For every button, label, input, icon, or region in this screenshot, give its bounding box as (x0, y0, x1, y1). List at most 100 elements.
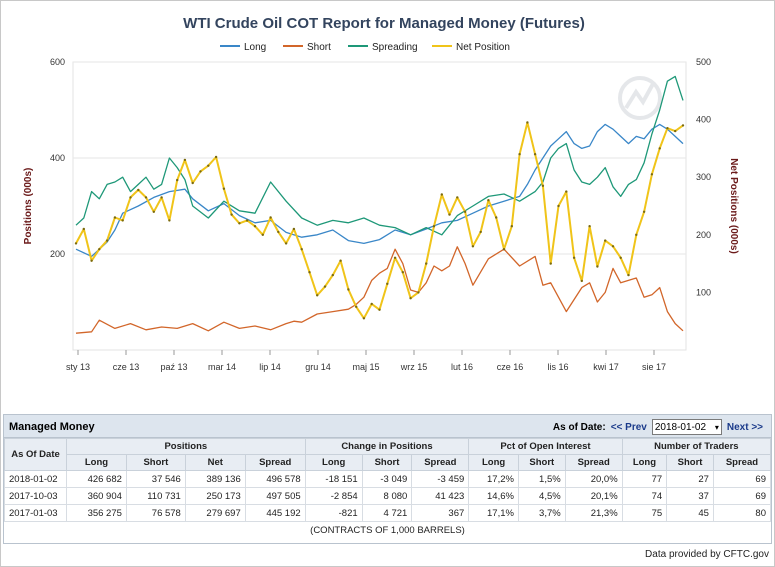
x-tick-label: gru 14 (305, 362, 331, 372)
data-point (269, 216, 272, 219)
data-point (362, 317, 366, 320)
data-point (604, 239, 607, 242)
cell-tr-long: 77 (621, 470, 668, 488)
group-positions: Positions (66, 438, 306, 455)
data-point (323, 285, 327, 288)
data-point (207, 164, 210, 167)
data-point (152, 210, 155, 213)
left-tick-label: 200 (50, 249, 65, 259)
cell-pct-short: 3,7% (517, 504, 566, 522)
data-point (222, 187, 226, 190)
data-point (596, 265, 599, 268)
x-tick-label: lip 14 (259, 362, 281, 372)
data-point (619, 256, 622, 259)
data-point (666, 127, 669, 130)
managed-money-panel: Managed Money As of Date: << Prev 2018-0… (3, 414, 772, 544)
right-tick-label: 500 (696, 57, 711, 67)
data-point (658, 147, 661, 150)
data-point (82, 227, 86, 231)
col-pct-spread: Spread (564, 454, 623, 471)
cell-chg-spread: 367 (411, 504, 470, 522)
data-point (144, 196, 148, 199)
data-point (300, 248, 303, 251)
x-tick-label: kwi 17 (593, 362, 619, 372)
data-point (355, 305, 358, 308)
cell-chg-long: -2 854 (304, 487, 363, 505)
legend-item[interactable]: Net Position (456, 42, 510, 53)
cell-tr-spread: 80 (712, 504, 772, 522)
right-tick-label: 100 (696, 287, 711, 297)
cell-pos-spread: 496 578 (244, 470, 306, 488)
col-pct-long: Long (468, 454, 519, 471)
cell-chg-short: 8 080 (361, 487, 413, 505)
data-point (440, 193, 443, 196)
next-link[interactable]: Next >> (726, 421, 763, 433)
left-tick-label: 600 (50, 57, 65, 67)
data-point (425, 262, 428, 265)
panel-title: Managed Money (9, 421, 95, 433)
cell-pos-short: 37 546 (125, 470, 186, 488)
data-provider-credit[interactable]: Data provided by CFTC.gov (645, 549, 769, 560)
data-point (370, 302, 373, 306)
table-row: 2018-01-02 426 682 37 546 389 136 496 57… (4, 470, 772, 488)
data-point (176, 178, 179, 182)
data-point (214, 155, 218, 159)
data-point (495, 216, 498, 219)
data-point (588, 225, 591, 228)
data-point (541, 184, 545, 187)
legend-item[interactable]: Spreading (372, 42, 418, 53)
cell-pos-long: 426 682 (66, 470, 127, 488)
data-point (90, 259, 93, 262)
x-tick-label: maj 15 (352, 362, 379, 372)
x-tick-label: mar 14 (208, 362, 236, 372)
data-point (565, 190, 568, 193)
cell-chg-spread: -3 459 (411, 470, 470, 488)
data-point (316, 294, 319, 297)
data-point (557, 204, 560, 208)
x-tick-label: sie 17 (642, 362, 666, 372)
cell-pct-spread: 21,3% (564, 504, 623, 522)
right-tick-label: 200 (696, 230, 711, 240)
cell-tr-short: 37 (666, 487, 714, 505)
cell-tr-long: 74 (621, 487, 668, 505)
cell-date: 2018-01-02 (4, 470, 67, 488)
data-point (518, 153, 521, 156)
legend-item[interactable]: Long (244, 42, 266, 53)
data-point (393, 256, 397, 259)
data-point (611, 245, 615, 248)
col-tr-long: Long (621, 454, 668, 471)
col-chg-short: Short (361, 454, 413, 471)
right-tick-label: 300 (696, 172, 711, 182)
table-row: 2017-01-03 356 275 76 578 279 697 445 19… (4, 504, 772, 522)
data-point (277, 230, 280, 234)
date-select-value: 2018-01-02 (654, 421, 707, 433)
data-point (246, 219, 249, 222)
cell-tr-short: 27 (666, 470, 714, 488)
data-point (681, 124, 685, 127)
data-point (627, 273, 630, 277)
data-point (98, 248, 101, 251)
left-axis-label: Positions (000s) (23, 168, 34, 245)
chart-legend: Long Short Spreading Net Position (220, 42, 510, 53)
data-point (456, 196, 459, 199)
data-point (191, 181, 194, 185)
data-point (432, 225, 436, 228)
cell-pos-spread: 445 192 (244, 504, 306, 522)
legend-item[interactable]: Short (307, 42, 331, 53)
data-point (572, 256, 576, 259)
cell-pos-short: 76 578 (125, 504, 186, 522)
col-pct-short: Short (517, 454, 566, 471)
data-point (650, 173, 654, 176)
data-point (463, 210, 467, 213)
cell-pct-spread: 20,0% (564, 470, 623, 488)
data-point (292, 227, 296, 231)
cell-pos-long: 356 275 (66, 504, 127, 522)
data-point (238, 222, 241, 225)
data-point (487, 199, 490, 202)
cell-chg-spread: 41 423 (411, 487, 470, 505)
panel-header: Managed Money As of Date: << Prev 2018-0… (4, 415, 771, 438)
prev-link[interactable]: << Prev (610, 421, 647, 433)
data-point (121, 219, 124, 222)
cell-chg-long: -18 151 (304, 470, 363, 488)
date-select[interactable]: 2018-01-02 ▾ (651, 419, 722, 435)
